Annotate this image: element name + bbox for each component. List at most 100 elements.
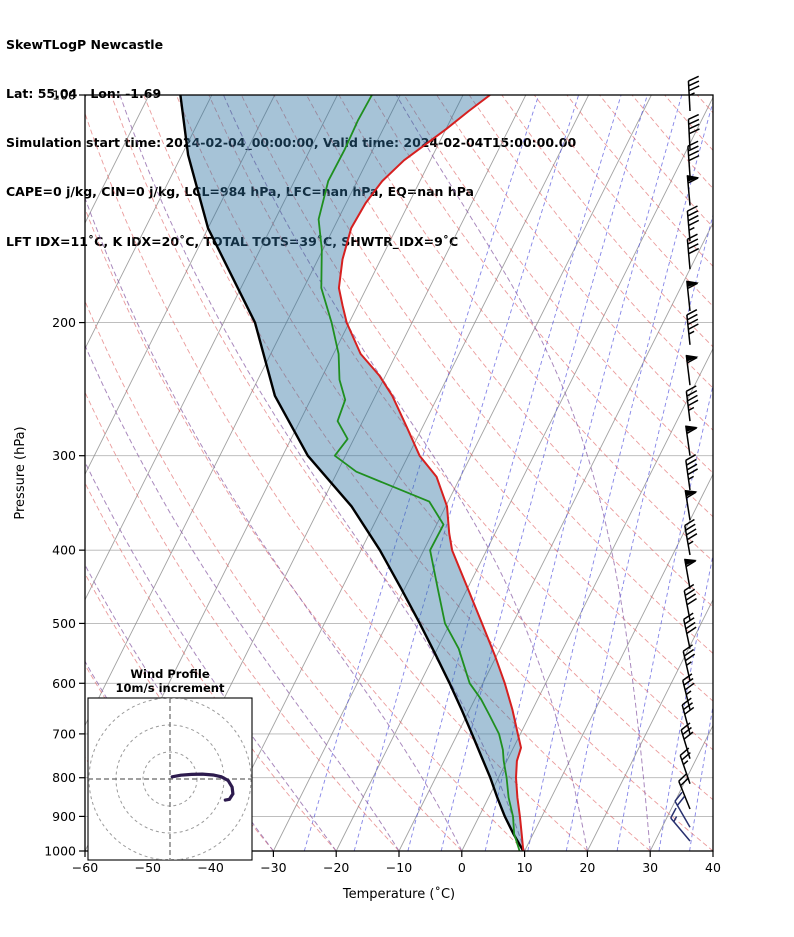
- plot-background: [85, 95, 713, 851]
- x-axis-label: Temperature (˚C): [342, 886, 455, 902]
- wind-barb: [683, 612, 697, 649]
- y-tick-label: 700: [52, 726, 76, 741]
- parcel-curve: [179, 95, 525, 851]
- y-tick-label: 900: [52, 809, 76, 824]
- axes: −60 −50 −40 −30 −20 −10 0 10 20 30 40 100 200 300 400 5…: [13, 88, 721, 903]
- barb-feather: [686, 389, 698, 397]
- barb-half-feather: [686, 661, 692, 666]
- x-tick-label: 40: [705, 860, 721, 875]
- barb-pennant: [685, 425, 698, 433]
- y-tick-label: 200: [52, 315, 76, 330]
- barb-feather: [682, 644, 693, 652]
- y-tick-label: 500: [52, 616, 76, 631]
- wind-barb: [684, 489, 698, 521]
- barb-feather: [688, 85, 700, 92]
- x-tick-label: 0: [458, 860, 466, 875]
- barb-feather: [683, 702, 693, 711]
- hodograph-trace: [170, 772, 235, 802]
- barb-feather: [687, 394, 698, 402]
- dewpoint-curve: [317, 95, 521, 851]
- x-tick-label: −50: [135, 860, 161, 875]
- y-axis-label: Pressure (hPa): [13, 426, 28, 519]
- barb-feather: [683, 677, 694, 686]
- cin-shading: [180, 95, 524, 851]
- barb-feather: [683, 731, 694, 740]
- barb-half-feather: [688, 226, 695, 231]
- y-tick-label: 800: [52, 770, 76, 785]
- y-tick-label: 100: [52, 88, 76, 103]
- chart-stability-indices: CAPE=0 j/kg, CIN=0 j/kg, LCL=984 hPa, LF…: [6, 184, 474, 200]
- barb-half-feather: [688, 92, 695, 97]
- chart-header: SkewTLogP Newcastle Lat: 55.04 Lon: -1.6…: [6, 4, 576, 283]
- wind-barb: [687, 140, 700, 177]
- barb-feather: [685, 454, 697, 461]
- barb-feather: [674, 791, 683, 802]
- barb-feather: [686, 528, 697, 536]
- barb-feather: [679, 747, 690, 757]
- barb-feather: [685, 593, 697, 601]
- barb-feather: [686, 458, 697, 466]
- barb-half-feather: [685, 690, 692, 696]
- wind-barb: [685, 425, 698, 456]
- barb-half-feather: [682, 760, 689, 766]
- barb-pennant: [684, 558, 697, 566]
- barb-feather: [681, 752, 691, 761]
- barb-feather: [684, 682, 695, 691]
- barb-feather: [687, 233, 698, 240]
- barb-feather: [680, 722, 691, 731]
- wind-barb: [670, 807, 691, 842]
- hodograph-title: Wind Profile: [130, 667, 210, 681]
- barb-feather: [678, 772, 688, 782]
- barb-feather: [686, 598, 697, 606]
- wind-barb: [686, 205, 700, 242]
- hodograph-subtitle: 10m/s increment: [116, 681, 225, 695]
- barb-feather: [686, 356, 698, 364]
- y-tick-label: 600: [52, 676, 76, 691]
- barb-feather: [688, 154, 700, 162]
- barb-feather: [688, 128, 700, 135]
- wind-barb: [683, 583, 697, 621]
- barb-feather: [688, 113, 700, 121]
- barb-feather: [687, 177, 699, 184]
- barb-feather: [687, 140, 699, 147]
- barb-half-feather: [673, 816, 678, 823]
- wind-barb: [687, 113, 700, 150]
- x-tick-label: −60: [72, 860, 98, 875]
- wind-barb: [684, 518, 698, 556]
- x-tick-label: 10: [517, 860, 533, 875]
- barb-feather: [688, 75, 700, 82]
- x-tick-label: −30: [260, 860, 286, 875]
- wind-barb: [686, 309, 699, 345]
- barb-feather: [687, 243, 699, 250]
- barb-feather: [683, 612, 694, 620]
- chart-lifted-indices: LFT IDX=11˚C, K IDX=20˚C, TOTAL TOTS=39˚…: [6, 233, 459, 249]
- barb-feather: [686, 533, 698, 541]
- barb-pennant: [686, 280, 699, 288]
- barb-feather: [680, 777, 690, 787]
- barb-feather: [683, 648, 695, 657]
- wind-barb: [686, 280, 699, 311]
- wind-barb: [686, 233, 700, 270]
- x-tick-label: −20: [323, 860, 349, 875]
- barb-feather: [685, 621, 696, 630]
- x-tick-label: −40: [197, 860, 223, 875]
- barb-feather: [688, 80, 700, 87]
- barb-feather: [687, 282, 699, 290]
- chart-location: Lat: 55.04 Lon: -1.69: [6, 86, 162, 102]
- barb-feather: [686, 463, 698, 471]
- y-tick-label: 400: [52, 543, 76, 558]
- y-tick-label: 300: [52, 448, 76, 463]
- barb-feather: [682, 726, 692, 736]
- barb-feather: [684, 518, 695, 527]
- barb-feather: [687, 238, 699, 245]
- barb-feather: [670, 807, 677, 819]
- barb-feather: [687, 205, 698, 212]
- barb-feather: [687, 318, 699, 326]
- barb-feather: [688, 323, 699, 330]
- barb-feather: [688, 219, 700, 227]
- barb-feather: [687, 145, 699, 152]
- barb-feather: [687, 399, 699, 407]
- barb-feather: [686, 309, 698, 316]
